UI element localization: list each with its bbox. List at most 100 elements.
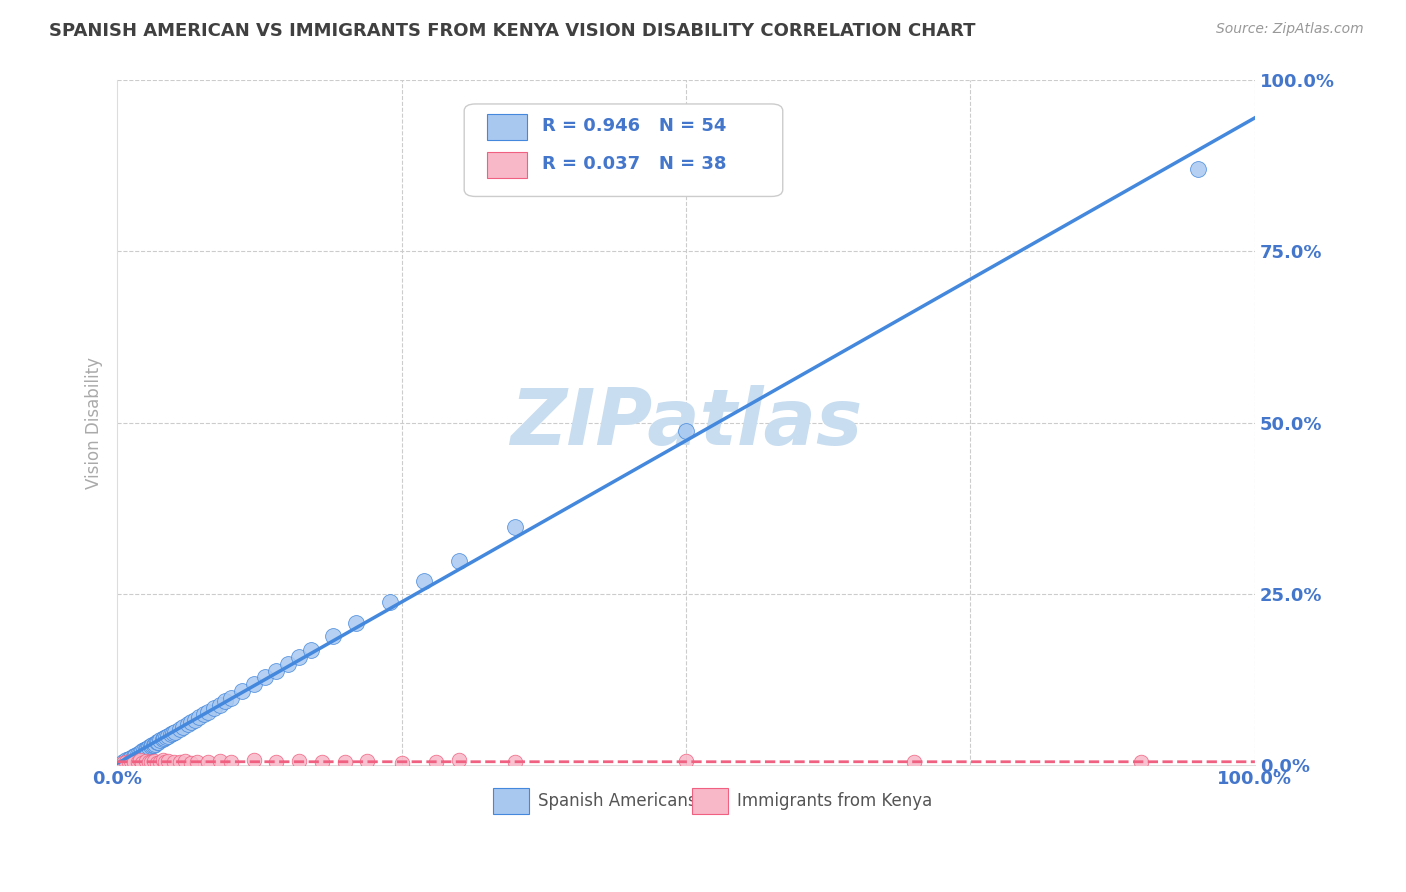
Point	[183, 713, 205, 727]
Point	[149, 733, 172, 747]
Point	[117, 752, 139, 766]
Point	[141, 738, 163, 752]
Point	[120, 750, 142, 764]
Text: Source: ZipAtlas.com: Source: ZipAtlas.com	[1216, 22, 1364, 37]
Point	[242, 677, 264, 691]
Point	[162, 726, 184, 740]
Point	[380, 595, 402, 609]
Point	[115, 755, 138, 769]
Point	[299, 643, 322, 657]
Point	[675, 754, 697, 768]
Point	[333, 756, 356, 770]
Point	[146, 756, 169, 770]
Bar	[486, 113, 527, 139]
Point	[135, 741, 157, 756]
Point	[903, 755, 925, 769]
Point	[153, 756, 176, 770]
Point	[219, 755, 242, 769]
Point	[169, 722, 191, 736]
Point	[111, 756, 134, 770]
Point	[413, 574, 436, 589]
Text: SPANISH AMERICAN VS IMMIGRANTS FROM KENYA VISION DISABILITY CORRELATION CHART: SPANISH AMERICAN VS IMMIGRANTS FROM KENY…	[49, 22, 976, 40]
Text: R = 0.946   N = 54: R = 0.946 N = 54	[541, 117, 725, 135]
Point	[153, 731, 176, 746]
Point	[141, 756, 163, 770]
Point	[138, 740, 160, 755]
Bar	[486, 152, 527, 178]
Point	[146, 735, 169, 749]
Point	[120, 754, 142, 768]
Point	[129, 746, 152, 760]
Point	[266, 664, 288, 678]
FancyBboxPatch shape	[464, 104, 783, 196]
Text: Spanish Americans: Spanish Americans	[538, 792, 697, 811]
Point	[142, 738, 165, 752]
Point	[177, 717, 200, 731]
Point	[180, 714, 202, 729]
Point	[157, 754, 180, 768]
Point	[146, 735, 169, 749]
Point	[202, 701, 225, 715]
Point	[288, 649, 311, 664]
Point	[254, 670, 277, 684]
Point	[143, 737, 166, 751]
Point	[1130, 756, 1153, 770]
Text: R = 0.037   N = 38: R = 0.037 N = 38	[541, 155, 725, 173]
Bar	[492, 789, 529, 814]
Point	[1187, 162, 1209, 177]
Text: ZIPatlas: ZIPatlas	[510, 384, 862, 460]
Point	[127, 755, 149, 769]
Point	[149, 755, 172, 769]
Point	[124, 748, 146, 763]
Point	[155, 730, 177, 744]
Point	[122, 756, 145, 770]
Point	[197, 756, 219, 770]
Point	[675, 424, 697, 438]
Point	[391, 756, 413, 770]
Point	[134, 743, 156, 757]
Point	[288, 754, 311, 768]
Point	[344, 615, 367, 630]
Point	[505, 519, 527, 533]
Point	[117, 756, 139, 770]
Point	[505, 756, 527, 770]
Point	[131, 756, 153, 770]
Point	[322, 629, 344, 643]
Point	[159, 727, 181, 741]
Point	[127, 747, 149, 761]
Point	[152, 753, 174, 767]
Point	[193, 707, 215, 722]
Point	[197, 705, 219, 719]
Point	[219, 690, 242, 705]
Point	[174, 754, 197, 768]
Point	[115, 753, 138, 767]
Point	[157, 729, 180, 743]
Point	[135, 742, 157, 756]
Point	[214, 694, 236, 708]
Point	[356, 754, 378, 768]
Point	[135, 754, 157, 768]
Point	[447, 753, 470, 767]
Point	[277, 657, 299, 671]
Point	[111, 756, 134, 770]
Point	[231, 684, 253, 698]
Point	[138, 755, 160, 769]
Text: Immigrants from Kenya: Immigrants from Kenya	[737, 792, 932, 811]
Bar	[692, 789, 728, 814]
Point	[141, 739, 163, 753]
Point	[242, 753, 264, 767]
Point	[186, 755, 208, 769]
Point	[447, 554, 470, 568]
Point	[208, 754, 231, 768]
Point	[163, 755, 186, 769]
Point	[208, 698, 231, 712]
Point	[122, 749, 145, 764]
Point	[172, 720, 194, 734]
Point	[165, 724, 187, 739]
Point	[266, 756, 288, 770]
Point	[425, 755, 447, 769]
Point	[188, 710, 211, 724]
Point	[152, 732, 174, 747]
Point	[180, 756, 202, 770]
Y-axis label: Vision Disability: Vision Disability	[86, 357, 103, 489]
